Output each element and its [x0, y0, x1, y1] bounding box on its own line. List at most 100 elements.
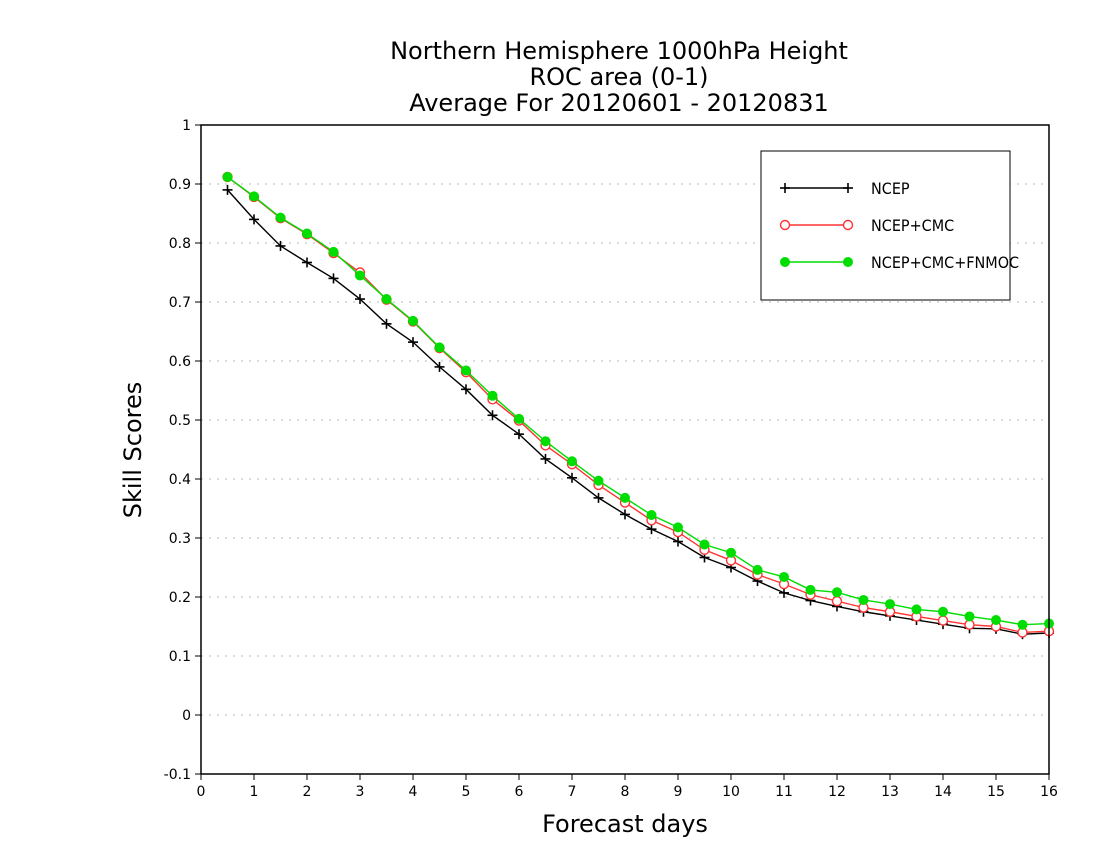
data-point — [328, 273, 339, 284]
data-point — [593, 475, 604, 486]
data-point — [858, 594, 869, 605]
data-point — [540, 453, 551, 464]
y-tick-label: 1 — [182, 118, 191, 134]
y-tick-label: 0.1 — [169, 649, 191, 665]
data-point — [328, 246, 339, 257]
data-point — [355, 294, 365, 305]
data-point — [646, 509, 657, 520]
data-point — [487, 410, 498, 421]
x-tick-label: 15 — [987, 784, 1005, 800]
x-tick-label: 11 — [775, 784, 793, 800]
x-tick-label: 8 — [621, 784, 630, 800]
series-ncep — [222, 184, 1054, 640]
y-tick-label: 0.4 — [169, 472, 191, 488]
data-point — [302, 228, 312, 239]
x-tick-label: 4 — [409, 784, 418, 800]
chart-title-line-2: ROC area (0-1) — [529, 63, 708, 91]
data-point — [434, 361, 445, 372]
data-point — [938, 606, 948, 617]
x-tick-label: 6 — [515, 784, 524, 800]
x-tick-label: 13 — [881, 784, 899, 800]
x-tick-label: 2 — [303, 784, 312, 800]
y-tick-label: 0.8 — [169, 236, 191, 252]
data-point — [408, 315, 418, 326]
data-point — [937, 615, 949, 626]
x-tick-label: 10 — [722, 784, 740, 800]
legend: NCEP NCEP+CMC NCEP+CMC+FNMOC — [760, 150, 1019, 301]
series-ncep-cmc-fnmoc — [222, 171, 1054, 630]
data-point — [752, 564, 763, 575]
x-tick-label: 7 — [568, 784, 577, 800]
data-point — [843, 257, 853, 267]
y-tick-label: -0.1 — [164, 767, 191, 783]
data-point — [779, 219, 791, 231]
legend-entry: NCEP+CMC+FNMOC — [780, 253, 1019, 272]
data-point — [646, 524, 657, 535]
data-point — [620, 492, 630, 503]
data-point — [381, 294, 392, 305]
data-point — [222, 184, 233, 195]
x-tick-label: 3 — [356, 784, 365, 800]
data-point — [832, 587, 842, 598]
data-point — [964, 611, 975, 622]
data-point — [381, 318, 392, 329]
data-point — [461, 384, 471, 395]
x-tick-label: 0 — [197, 784, 206, 800]
x-axis-title: Forecast days — [542, 810, 708, 838]
x-tick-label: 9 — [674, 784, 683, 800]
chart-title: Northern Hemisphere 1000hPa Height ROC a… — [390, 37, 848, 117]
data-point — [991, 615, 1001, 626]
data-point — [1017, 619, 1028, 630]
legend-entries: NCEP NCEP+CMC NCEP+CMC+FNMOC — [779, 179, 1019, 272]
data-point — [779, 587, 789, 598]
data-point — [302, 257, 312, 268]
data-point — [805, 584, 816, 595]
data-point — [593, 492, 604, 503]
x-tick-label: 16 — [1040, 784, 1058, 800]
y-tick-label: 0.7 — [169, 295, 191, 311]
data-point — [461, 365, 471, 376]
y-tick-label: 0.9 — [169, 177, 191, 193]
data-point — [514, 429, 524, 440]
data-point — [408, 337, 418, 348]
data-point — [249, 214, 259, 225]
data-point — [842, 219, 854, 231]
data-point — [780, 183, 790, 193]
data-point — [673, 536, 683, 547]
data-point — [355, 270, 365, 281]
data-series — [222, 171, 1055, 640]
data-point — [275, 212, 286, 223]
y-tick-label: 0.5 — [169, 413, 191, 429]
data-point — [673, 522, 683, 533]
legend-entry: NCEP — [780, 179, 910, 198]
y-axis: -0.1 0 0.1 0.2 0.3 0.4 0.5 0.6 0.7 0.8 0.9 1 — [164, 118, 201, 783]
chart-title-line-1: Northern Hemisphere 1000hPa Height — [390, 37, 848, 65]
data-point — [567, 472, 577, 483]
legend-label: NCEP — [871, 179, 910, 198]
data-point — [540, 436, 551, 447]
data-point — [726, 547, 736, 558]
data-point — [699, 539, 710, 550]
data-point — [249, 191, 259, 202]
legend-label: NCEP+CMC+FNMOC — [871, 253, 1019, 272]
x-axis: 0 1 2 3 4 5 6 7 8 9 10 11 12 13 14 15 16 — [197, 774, 1058, 800]
legend-entry: NCEP+CMC — [779, 216, 954, 235]
x-tick-label: 14 — [934, 784, 952, 800]
grid — [201, 183, 1049, 716]
data-point — [831, 595, 843, 607]
x-tick-label: 12 — [828, 784, 846, 800]
data-point — [780, 257, 790, 267]
y-tick-label: 0.6 — [169, 354, 191, 370]
y-tick-label: 0.3 — [169, 531, 191, 547]
data-point — [275, 240, 286, 251]
data-point — [487, 390, 498, 401]
data-point — [779, 571, 789, 582]
y-axis-title: Skill Scores — [119, 382, 147, 519]
data-point — [964, 619, 975, 630]
data-point — [885, 599, 895, 610]
x-tick-label: 1 — [250, 784, 259, 800]
data-point — [434, 342, 445, 353]
data-point — [567, 456, 577, 467]
legend-label: NCEP+CMC — [871, 216, 954, 235]
